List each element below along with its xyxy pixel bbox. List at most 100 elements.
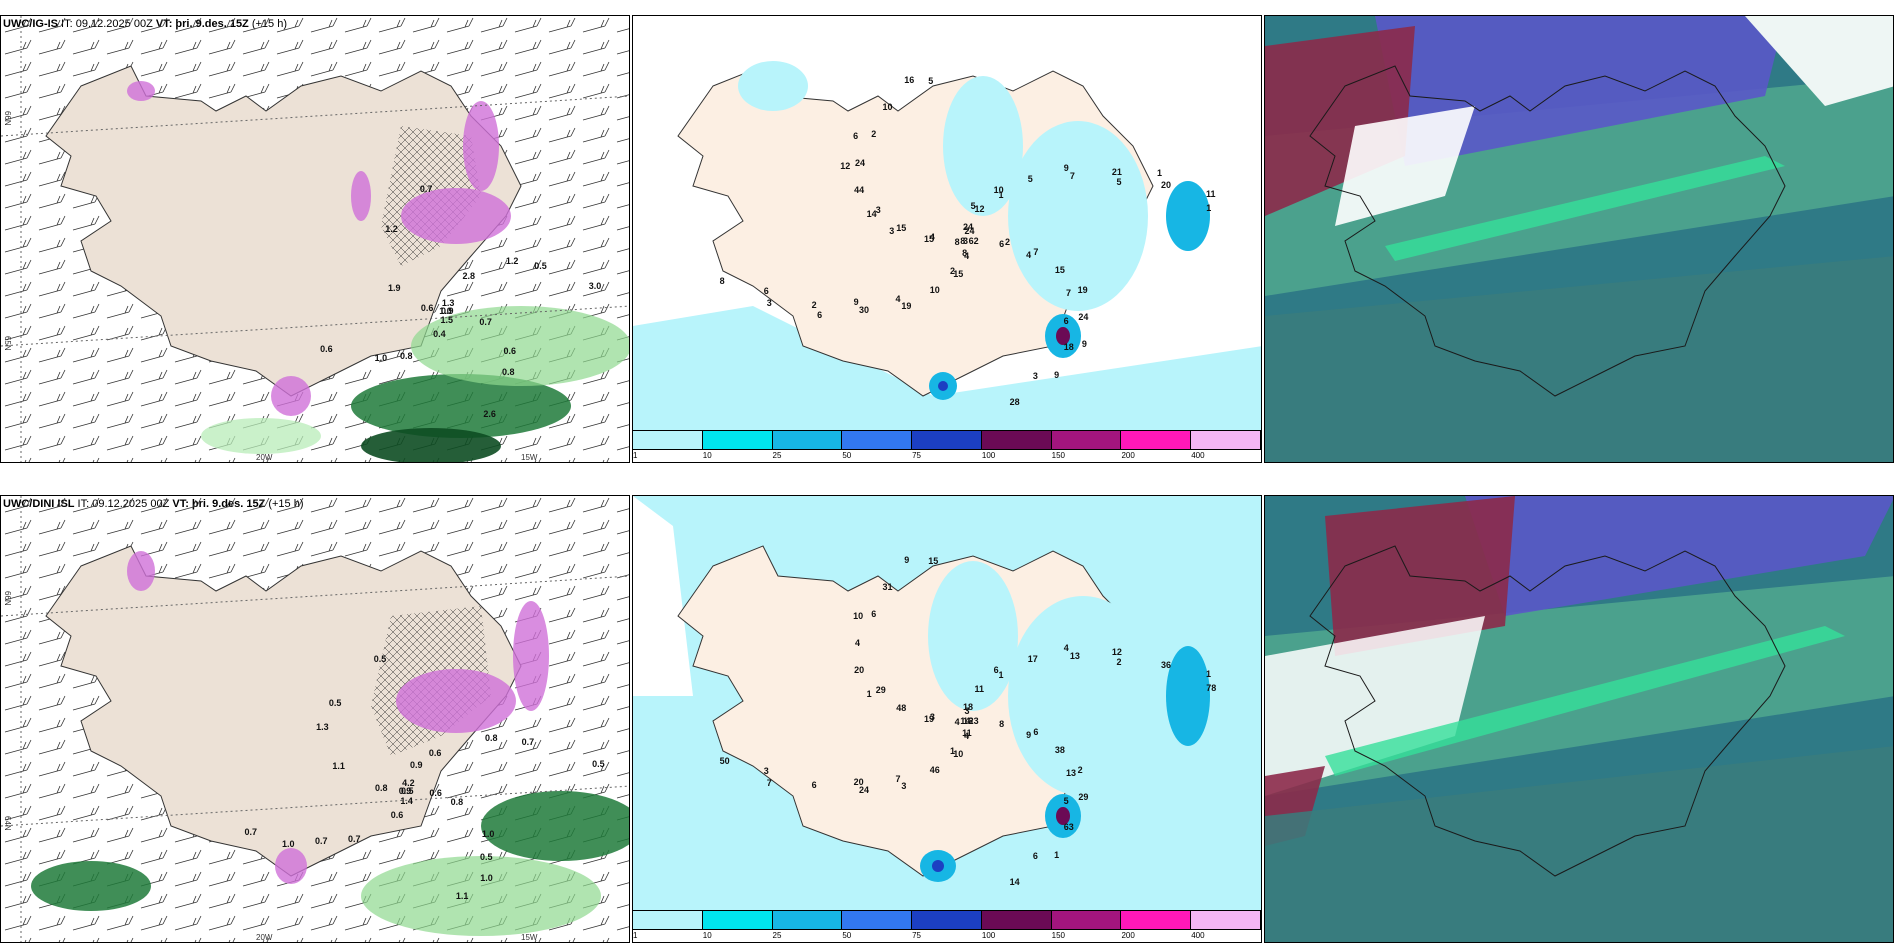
green-streak	[1325, 626, 1845, 776]
precip-pink-1	[401, 188, 511, 244]
colorbar-tick: 200	[1121, 931, 1135, 940]
colorbar-tick: 25	[772, 931, 782, 940]
precip-pink-3	[127, 551, 155, 591]
colorbar	[633, 910, 1261, 930]
colorbar-swatch	[772, 431, 843, 449]
colorbar-swatch	[842, 911, 913, 929]
precip-area-east	[1008, 121, 1148, 311]
red-cloud-nw	[1325, 496, 1515, 656]
lon-label-20: 20W	[256, 453, 273, 462]
colorbar-swatch	[633, 911, 703, 929]
precip-area-north	[928, 561, 1018, 711]
colorbar-swatch	[1051, 911, 1122, 929]
panel-dini-clouds: UWC/DINI ISL IT: 09.12.2025 00Z VT: þri.…	[1264, 495, 1894, 943]
accum-precip-map	[633, 496, 1261, 942]
lon-label-15: 15W	[521, 453, 538, 462]
colorbar-swatch	[702, 911, 773, 929]
colorbar-tick: 150	[1051, 451, 1066, 460]
colorbar-tick: 100	[981, 931, 996, 940]
precip-green-1	[31, 861, 151, 911]
colorbar-tick: 50	[842, 931, 852, 940]
panel-dini-accum: UWC/DINI ISL IT: 09.12.2025 00Z VT: þri.…	[632, 495, 1262, 943]
high-cloud-north	[1375, 16, 1785, 166]
panel-dini-wind: UWC/DINI ISL IT: 09.12.2025 00Z VT: þri.…	[0, 495, 630, 943]
precip-pink-3	[351, 171, 371, 221]
high-cloud-white	[1745, 16, 1893, 106]
precip-green-2	[481, 791, 629, 861]
colorbar-tick: 400	[1191, 931, 1205, 940]
panel-ig-wind: UWC/IG-IS IT: 09.12.2025 00Z VT: þri. 9.…	[0, 15, 630, 463]
precip-green-4	[201, 418, 321, 454]
precip-pink-4	[275, 848, 307, 884]
high-cloud-north	[1465, 496, 1893, 616]
precip-core-4	[932, 860, 944, 872]
precip-core-5	[1166, 181, 1210, 251]
colorbar-tick: 200	[1121, 451, 1135, 460]
lat-label-66: 66N	[3, 591, 12, 606]
green-streak	[1385, 156, 1785, 261]
colorbar-tick: 150	[1051, 931, 1066, 940]
accum-precip-map	[633, 16, 1261, 462]
precip-pink-5	[127, 81, 155, 101]
colorbar-swatch	[912, 911, 982, 929]
colorbar-swatch	[772, 911, 843, 929]
colorbar	[633, 430, 1261, 450]
colorbar-tick: 100	[981, 451, 996, 460]
colorbar-swatch	[981, 431, 1052, 449]
colorbar-swatch	[1191, 911, 1261, 929]
precip-core-2	[1056, 327, 1070, 345]
wind-precip-map	[1, 16, 629, 462]
precip-green-3	[361, 856, 601, 936]
cloud-map	[1265, 496, 1893, 942]
precip-pink-1	[396, 669, 516, 733]
lon-label-20: 20W	[256, 933, 273, 942]
colorbar-tick: 75	[912, 931, 922, 940]
low-cloud-south	[1265, 746, 1893, 942]
precip-core-4	[938, 381, 948, 391]
colorbar-swatch	[912, 431, 982, 449]
lon-label-15: 15W	[521, 933, 538, 942]
sea-precip-light	[633, 306, 1261, 436]
cloud-map	[1265, 16, 1893, 462]
low-cloud-south	[1265, 256, 1893, 462]
panel-ig-clouds: UWC/IG-IS IT: 09.12.2025 00Z VT: þri. 9.…	[1264, 15, 1894, 463]
precip-area-north	[943, 76, 1023, 216]
colorbar-swatch	[842, 431, 913, 449]
colorbar-swatch	[702, 431, 773, 449]
precip-pink-4	[271, 376, 311, 416]
colorbar-tick: 25	[772, 451, 782, 460]
colorbar-ticks: 1 10 25 50 75 100 150 200 400	[633, 450, 1261, 462]
precip-core-5	[1166, 646, 1210, 746]
colorbar-swatch	[1051, 431, 1122, 449]
white-cloud-west	[1265, 616, 1485, 796]
colorbar-tick: 1	[633, 451, 638, 460]
colorbar-ticks: 1 10 25 50 75 100 150 200 400	[633, 930, 1261, 942]
iceland-outline	[1309, 65, 1786, 397]
precip-area-nw	[738, 61, 808, 111]
precip-area-east	[1008, 596, 1158, 796]
colorbar-tick: 75	[912, 451, 922, 460]
lat-label-66: 66N	[3, 111, 12, 126]
colorbar-tick: 10	[702, 931, 712, 940]
colorbar-swatch	[633, 431, 703, 449]
lat-label-65: 65N	[3, 336, 12, 351]
colorbar-swatch	[1191, 431, 1261, 449]
iceland-outline	[1309, 545, 1786, 877]
precip-pink-2	[513, 601, 549, 711]
colorbar-swatch	[981, 911, 1052, 929]
precip-green-1	[351, 374, 571, 438]
lat-label-64: 64N	[3, 816, 12, 831]
precip-green-2	[361, 428, 501, 462]
panel-ig-accum: UWC/IG-IS IT: 09.12.2025 00Z VT: þri. 9.…	[632, 15, 1262, 463]
precip-green-3	[411, 306, 629, 386]
colorbar-swatch	[1121, 911, 1192, 929]
colorbar-swatch	[1121, 431, 1192, 449]
colorbar-tick: 50	[842, 451, 852, 460]
colorbar-tick: 400	[1191, 451, 1205, 460]
precip-core-2	[1056, 807, 1070, 825]
wind-precip-map	[1, 496, 629, 942]
white-cloud-west	[1335, 106, 1475, 226]
colorbar-tick: 10	[702, 451, 712, 460]
precip-pink-2	[463, 101, 499, 191]
colorbar-tick: 1	[633, 931, 638, 940]
